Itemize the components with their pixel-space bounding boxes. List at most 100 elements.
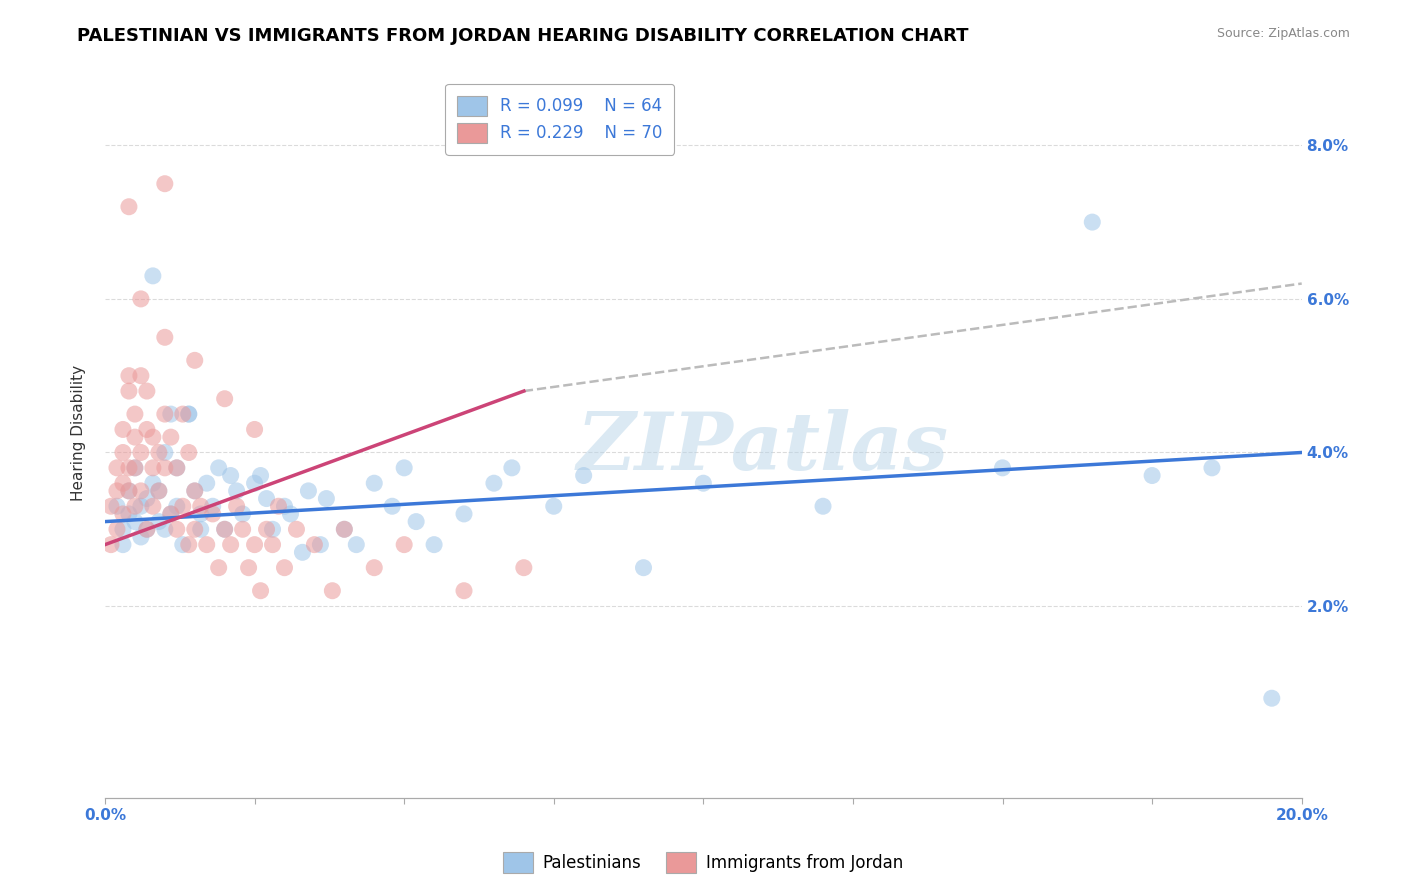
Text: Source: ZipAtlas.com: Source: ZipAtlas.com (1216, 27, 1350, 40)
Point (111, 538, 134, 552)
Point (124, 500, 146, 514)
Point (309, 538, 332, 552)
Point (201, 500, 224, 514)
Point (453, 583, 475, 598)
Point (153, 177, 176, 191)
Point (105, 460, 128, 475)
Legend: Palestinians, Immigrants from Jordan: Palestinians, Immigrants from Jordan (496, 846, 910, 880)
Point (118, 368, 141, 383)
Point (1201, 460, 1223, 475)
Point (543, 500, 565, 514)
Point (135, 422, 157, 436)
Point (214, 522, 236, 536)
Point (811, 500, 834, 514)
Text: PALESTINIAN VS IMMIGRANTS FROM JORDAN HEARING DISABILITY CORRELATION CHART: PALESTINIAN VS IMMIGRANTS FROM JORDAN HE… (77, 27, 969, 45)
Point (166, 522, 188, 536)
Point (249, 583, 271, 598)
Point (315, 491, 337, 506)
Point (111, 507, 134, 521)
Point (304, 538, 326, 552)
Point (184, 353, 207, 368)
Point (262, 522, 284, 536)
Point (166, 500, 188, 514)
Point (118, 483, 141, 498)
Point (172, 538, 194, 552)
Point (280, 507, 302, 521)
Point (111, 422, 134, 436)
Point (142, 460, 165, 475)
Point (142, 268, 165, 283)
Point (105, 500, 128, 514)
Point (159, 507, 181, 521)
Point (177, 407, 200, 421)
Point (159, 507, 181, 521)
Legend: R = 0.099    N = 64, R = 0.229    N = 70: R = 0.099 N = 64, R = 0.229 N = 70 (446, 84, 675, 155)
Point (214, 392, 236, 406)
Point (124, 515, 146, 529)
Point (243, 538, 266, 552)
Point (148, 515, 170, 529)
Point (392, 538, 415, 552)
Point (166, 460, 188, 475)
Point (363, 476, 385, 491)
Point (129, 530, 152, 544)
Point (135, 522, 157, 536)
Point (129, 292, 152, 306)
Point (232, 507, 254, 521)
Point (135, 491, 157, 506)
Point (153, 330, 176, 344)
Point (135, 384, 157, 398)
Point (129, 368, 152, 383)
Point (172, 407, 194, 421)
Point (321, 583, 343, 598)
Point (501, 460, 523, 475)
Point (118, 460, 141, 475)
Point (184, 522, 207, 536)
Point (208, 460, 231, 475)
Point (142, 430, 165, 444)
Point (392, 460, 415, 475)
Point (692, 476, 714, 491)
Point (118, 507, 141, 521)
Point (105, 522, 128, 536)
Point (249, 468, 271, 483)
Point (177, 445, 200, 459)
Point (148, 483, 170, 498)
Point (513, 560, 536, 574)
Point (111, 476, 134, 491)
Point (135, 522, 157, 536)
Point (153, 445, 176, 459)
Point (381, 500, 404, 514)
Point (256, 491, 278, 506)
Point (225, 483, 247, 498)
Point (111, 522, 134, 536)
Point (572, 468, 595, 483)
Point (129, 483, 152, 498)
Point (219, 468, 242, 483)
Point (190, 507, 212, 521)
Point (344, 538, 367, 552)
Point (166, 460, 188, 475)
Point (148, 445, 170, 459)
Point (184, 483, 207, 498)
Point (172, 500, 194, 514)
Point (482, 476, 505, 491)
Point (273, 560, 295, 574)
Point (159, 430, 181, 444)
Point (142, 500, 165, 514)
Point (273, 500, 295, 514)
Point (124, 460, 146, 475)
Point (159, 407, 181, 421)
Point (201, 507, 224, 521)
Point (453, 507, 475, 521)
Point (177, 538, 200, 552)
Point (297, 483, 319, 498)
Point (219, 538, 242, 552)
Point (142, 476, 165, 491)
Point (633, 560, 655, 574)
Point (190, 522, 212, 536)
Point (1081, 215, 1104, 229)
Point (184, 483, 207, 498)
Point (208, 560, 231, 574)
Point (153, 460, 176, 475)
